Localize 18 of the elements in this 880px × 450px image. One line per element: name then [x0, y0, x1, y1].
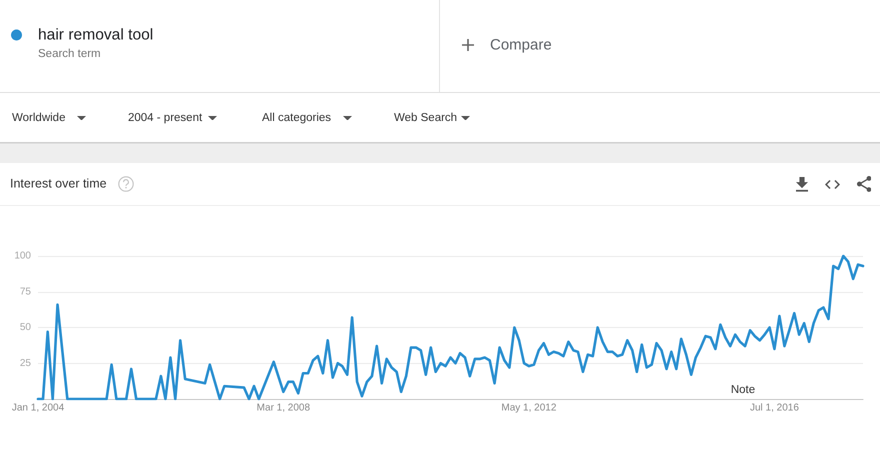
- legend-label: hair removal tool: [38, 26, 154, 44]
- annotation: Note: [730, 384, 756, 396]
- y-tick-label: 75: [20, 286, 32, 298]
- x-tick-label: May 1, 2012: [501, 402, 557, 414]
- line-series: [36, 254, 864, 400]
- text: 2004 - present: [128, 112, 203, 124]
- y-tick-label: 50: [20, 322, 32, 333]
- y-tick-label: 25: [20, 358, 32, 369]
- text: Compare: [490, 36, 552, 54]
- x-tick-label: Mar 1, 2008: [256, 402, 310, 414]
- text: All categories: [262, 112, 332, 124]
- text: Search term: [38, 48, 101, 60]
- y-tick-label: 100: [14, 250, 32, 262]
- chart-title: Interest over time: [10, 176, 107, 190]
- text: Worldwide: [12, 112, 66, 124]
- x-tick-label: Jul 1, 2016: [750, 402, 800, 414]
- text: Web Search: [394, 112, 458, 124]
- x-tick-label: Jan 1, 2004: [12, 402, 65, 414]
